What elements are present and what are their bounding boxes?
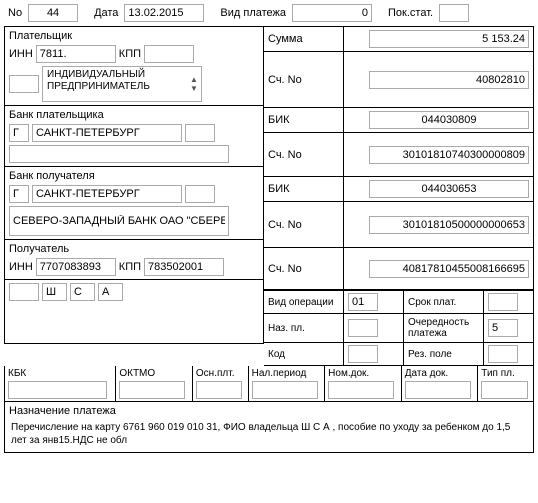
payee-f0[interactable] <box>9 283 39 301</box>
payee-bank-extra[interactable] <box>185 185 215 203</box>
payer-acc-row: Сч. No <box>264 52 534 108</box>
payee-inn-label: ИНН <box>9 261 33 273</box>
vidop-input[interactable] <box>348 293 378 311</box>
payee-kpp-label: КПП <box>119 261 141 273</box>
paytype-input[interactable] <box>292 4 372 22</box>
rez-label: Рез. поле <box>404 343 484 366</box>
vidop-label: Вид операции <box>264 290 344 314</box>
paytype-label: Вид платежа <box>216 5 290 21</box>
payer-bank-block: Банк плательщика <box>4 106 264 167</box>
payee-inn-input[interactable] <box>36 258 116 276</box>
srok-label: Срок плат. <box>404 290 484 314</box>
kod-label: Код <box>264 343 344 366</box>
kbk-c6: Дата док. <box>405 368 475 379</box>
status-input[interactable] <box>439 4 469 22</box>
naz-input[interactable] <box>348 319 378 337</box>
kbk-i6[interactable] <box>405 381 471 399</box>
status-label: Пок.стат. <box>384 5 437 21</box>
payee-block: Получатель ИНН КПП <box>4 240 264 280</box>
payer-inn-input[interactable] <box>36 45 116 63</box>
payer-bank-name[interactable] <box>9 145 229 163</box>
payer-bankacc-input[interactable] <box>369 146 529 164</box>
payer-bik-row: БИК <box>264 108 534 133</box>
payee-f3[interactable] <box>98 283 123 301</box>
kbk-row: КБК ОКТМО Осн.плт. Нал.период Ном.док. Д… <box>4 366 534 402</box>
payee-f2[interactable] <box>70 283 95 301</box>
date-label: Дата <box>90 5 122 21</box>
sum-row: Сумма <box>264 26 534 52</box>
payer-title: Плательщик <box>9 30 259 42</box>
date-input[interactable] <box>124 4 204 22</box>
payee-bank-title: Банк получателя <box>9 170 259 182</box>
chevron-up-icon[interactable]: ▲ <box>188 76 200 84</box>
kbk-i3[interactable] <box>196 381 242 399</box>
payee-extra-block <box>4 280 264 344</box>
payer-kpp-input[interactable] <box>144 45 194 63</box>
payer-bik-input[interactable] <box>369 111 529 129</box>
payer-bank-title: Банк плательщика <box>9 109 259 121</box>
srok-input[interactable] <box>488 293 518 311</box>
payer-name-text: ИНДИВИДУАЛЬНЫЙ ПРЕДПРИНИМАТЕЛЬ <box>47 69 150 92</box>
payee-bankacc-label: Сч. No <box>264 202 344 248</box>
naz-label: Наз. пл. <box>264 314 344 343</box>
ocher-input[interactable] <box>488 319 518 337</box>
kbk-c3: Осн.плт. <box>196 368 245 379</box>
payer-block: Плательщик ИНН КПП ИНДИВИДУАЛЬНЫЙ ПРЕДПР… <box>4 26 264 106</box>
ocher-label: Очередность платежа <box>404 314 484 343</box>
header-row: No Дата Вид платежа Пок.стат. <box>4 4 534 22</box>
kbk-c5: Ном.док. <box>328 368 398 379</box>
payee-bank-block: Банк получателя <box>4 167 264 240</box>
kbk-i5[interactable] <box>328 381 394 399</box>
payer-acc-label: Сч. No <box>264 52 344 108</box>
payee-kpp-input[interactable] <box>144 258 224 276</box>
naz-row: Наз. пл. Очередность платежа <box>264 314 534 343</box>
kbk-i2[interactable] <box>119 381 185 399</box>
kbk-i1[interactable] <box>8 381 107 399</box>
payer-bankacc-row: Сч. No <box>264 133 534 177</box>
sum-input[interactable] <box>369 30 529 48</box>
payee-acc-label: Сч. No <box>264 248 344 290</box>
payee-acc-input[interactable] <box>369 260 529 278</box>
payer-name-input[interactable]: ИНДИВИДУАЛЬНЫЙ ПРЕДПРИНИМАТЕЛЬ ▲ ▼ <box>42 66 202 102</box>
no-label: No <box>4 5 26 21</box>
payee-bankacc-input[interactable] <box>369 216 529 234</box>
payee-bik-input[interactable] <box>369 180 529 198</box>
payee-f1[interactable] <box>42 283 67 301</box>
kbk-c2: ОКТМО <box>119 368 189 379</box>
kod-input[interactable] <box>348 345 378 363</box>
purpose-label: Назначение платежа <box>9 405 529 417</box>
rez-input[interactable] <box>488 345 518 363</box>
kod-row: Код Рез. поле <box>264 343 534 366</box>
chevron-down-icon[interactable]: ▼ <box>188 85 200 93</box>
sum-label: Сумма <box>264 26 344 52</box>
payer-bankacc-label: Сч. No <box>264 133 344 177</box>
payer-bank-city[interactable] <box>32 124 182 142</box>
payee-bank-city[interactable] <box>32 185 182 203</box>
spinner[interactable]: ▲ ▼ <box>188 68 200 100</box>
kbk-c4: Нал.период <box>252 368 322 379</box>
payee-bik-label: БИК <box>264 177 344 202</box>
kbk-i7[interactable] <box>481 381 527 399</box>
kbk-c1: КБК <box>8 368 112 379</box>
purpose-text: Перечисление на карту 6761 960 019 010 3… <box>9 419 529 449</box>
payer-prefix-input[interactable] <box>9 75 39 93</box>
payee-bank-name[interactable] <box>9 206 229 236</box>
payee-bik-row: БИК <box>264 177 534 202</box>
payee-acc-row: Сч. No <box>264 248 534 290</box>
payer-bank-prefix[interactable] <box>9 124 29 142</box>
payer-acc-input[interactable] <box>369 71 529 89</box>
vidop-row: Вид операции Срок плат. <box>264 290 534 314</box>
kbk-c7: Тип пл. <box>481 368 530 379</box>
purpose-block: Назначение платежа Перечисление на карту… <box>4 402 534 453</box>
payee-bankacc-row: Сч. No <box>264 202 534 248</box>
kbk-i4[interactable] <box>252 381 318 399</box>
payer-bank-extra[interactable] <box>185 124 215 142</box>
no-input[interactable] <box>28 4 78 22</box>
payer-inn-label: ИНН <box>9 48 33 60</box>
payer-bik-label: БИК <box>264 108 344 133</box>
payee-bank-prefix[interactable] <box>9 185 29 203</box>
payee-title: Получатель <box>9 243 259 255</box>
payer-kpp-label: КПП <box>119 48 141 60</box>
